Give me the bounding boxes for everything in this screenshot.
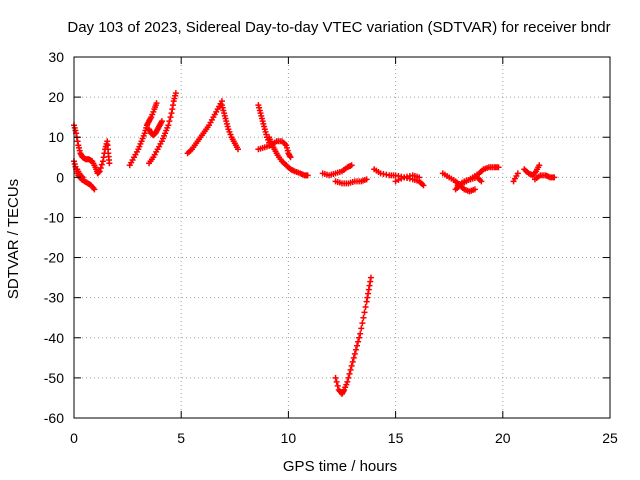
y-tick-label: -50 [44, 370, 64, 386]
data-point [348, 362, 355, 369]
y-tick-label: 0 [56, 169, 64, 185]
data-point [350, 354, 357, 361]
data-point [355, 338, 362, 345]
y-tick-label: -30 [44, 290, 64, 306]
x-axis-ticks: 0 5 10 15 20 25 [70, 57, 618, 446]
x-tick-label: 15 [388, 430, 404, 446]
data-point [363, 176, 370, 183]
y-tick-label: -40 [44, 330, 64, 346]
data-point [106, 160, 113, 167]
data-point [344, 378, 351, 385]
data-point [420, 182, 427, 189]
data-point [358, 325, 365, 332]
data-point [97, 164, 104, 171]
data-point [392, 178, 399, 185]
y-tick-label: -10 [44, 209, 64, 225]
y-tick-label: 30 [48, 49, 64, 65]
x-axis-label: GPS time / hours [283, 458, 397, 475]
y-tick-label: -20 [44, 250, 64, 266]
data-point [357, 330, 364, 337]
data-point [362, 304, 369, 311]
y-tick-label: -60 [44, 410, 64, 426]
x-tick-label: 10 [281, 430, 297, 446]
data-point [354, 342, 361, 349]
data-point [158, 118, 165, 125]
data-point [395, 177, 402, 184]
data-point [536, 162, 543, 169]
data-point [91, 186, 98, 193]
data-point [333, 378, 340, 385]
data-point [334, 382, 341, 389]
data-point [360, 314, 367, 321]
x-tick-label: 20 [495, 430, 511, 446]
chart-title: Day 103 of 2023, Sidereal Day-to-day VTE… [67, 19, 610, 36]
data-point [551, 174, 558, 181]
data-point [287, 154, 294, 161]
data-point [471, 186, 478, 193]
data-points [71, 90, 558, 397]
y-tick-label: 20 [48, 89, 64, 105]
data-point [514, 170, 521, 177]
data-point [153, 100, 160, 107]
data-point [478, 178, 485, 185]
data-point [235, 146, 242, 153]
data-point [495, 164, 502, 171]
data-point [359, 320, 366, 327]
data-point [165, 122, 172, 129]
y-axis-ticks: -60 -50 -40 -30 -20 -10 0 10 20 30 [44, 49, 610, 426]
data-point [98, 161, 105, 168]
data-point [346, 370, 353, 377]
x-tick-label: 5 [177, 430, 185, 446]
data-point [351, 350, 358, 357]
data-point [304, 172, 311, 179]
grid-lines [74, 57, 610, 418]
data-point [348, 162, 355, 169]
data-point [361, 309, 368, 316]
data-point [167, 114, 174, 121]
data-point [356, 334, 363, 341]
x-tick-label: 25 [602, 430, 618, 446]
x-tick-label: 0 [70, 430, 78, 446]
data-point [166, 118, 173, 125]
data-point [96, 168, 103, 175]
plot-frame [73, 56, 611, 419]
data-point [172, 90, 179, 97]
data-point [347, 366, 354, 373]
data-point [367, 274, 374, 281]
data-point [345, 374, 352, 381]
data-point [332, 374, 339, 381]
y-axis-label: SDTVAR / TECUs [5, 179, 22, 299]
data-point [349, 358, 356, 365]
data-point [352, 346, 359, 353]
data-point [416, 174, 423, 181]
y-tick-label: 10 [48, 129, 64, 145]
